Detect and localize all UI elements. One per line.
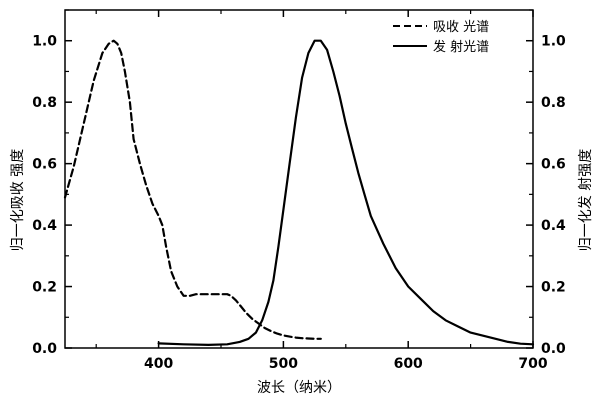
y-tick-label-left: 1.0 bbox=[32, 34, 57, 50]
y-tick-label-right: 0.6 bbox=[541, 157, 566, 173]
y-tick-label-right: 0.2 bbox=[541, 280, 566, 296]
y-tick-label-left: 0.4 bbox=[32, 218, 57, 234]
x-tick-label: 600 bbox=[394, 356, 423, 372]
legend-label-emission: 发 射光谱 bbox=[433, 39, 489, 55]
series-layer bbox=[63, 39, 535, 346]
y-tick-label-left: 0.2 bbox=[32, 280, 57, 296]
x-tick-label: 400 bbox=[144, 356, 173, 372]
x-tick-label: 500 bbox=[269, 356, 298, 372]
y-tick-label-right: 0.4 bbox=[541, 218, 566, 234]
legend-label-absorption: 吸收 光谱 bbox=[433, 20, 489, 35]
y-axis-label-right: 归一化发 射强度 bbox=[577, 149, 594, 251]
y-tick-label-left: 0.6 bbox=[32, 157, 57, 173]
y-axis-label-left: 归一化吸收 强度 bbox=[9, 149, 26, 251]
y-tick-label-right: 1.0 bbox=[541, 34, 566, 50]
y-tick-label-right: 0.8 bbox=[541, 95, 566, 111]
plot-frame bbox=[64, 9, 534, 349]
y-tick-label-left: 0.8 bbox=[32, 95, 57, 111]
x-tick-label: 700 bbox=[518, 356, 547, 372]
x-axis-label: 波长（纳米） bbox=[257, 380, 341, 396]
y-tick-label-right: 0.0 bbox=[541, 341, 566, 357]
emission-spectrum-line bbox=[157, 39, 535, 346]
tick-marks bbox=[65, 9, 534, 349]
legend: 吸收 光谱 发 射光谱 bbox=[393, 20, 489, 55]
y-tick-label-left: 0.0 bbox=[32, 341, 57, 357]
absorption-spectrum-line bbox=[63, 39, 322, 340]
